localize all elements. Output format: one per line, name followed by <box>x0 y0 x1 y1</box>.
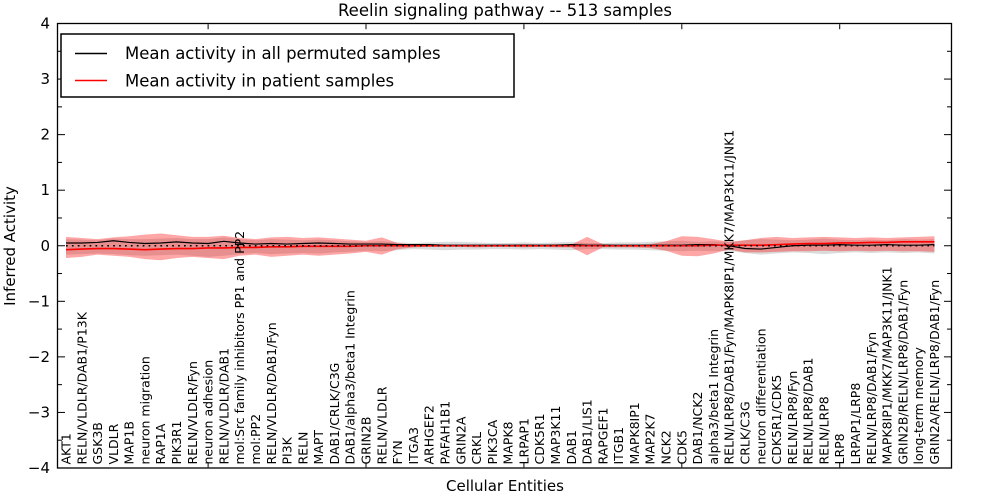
patient-mean-line <box>65 241 935 251</box>
y-tick-label: −2 <box>28 348 50 366</box>
x-tick-label: RELN <box>295 432 310 465</box>
x-tick-label: MAP1B <box>122 421 137 464</box>
x-tick-label: RAP1A <box>153 423 168 464</box>
x-tick-label: ITGA3 <box>406 427 421 465</box>
x-tick-label: DAB1/LIS1 <box>580 399 595 464</box>
x-tick-label: MAPT <box>311 430 326 465</box>
y-tick-label: 2 <box>40 126 50 144</box>
permuted-range-band <box>66 237 935 257</box>
x-tick-label: DAB1/CRLK/C3G <box>327 363 342 465</box>
x-tick-label: LRPAP1 <box>516 418 531 464</box>
legend-box <box>60 33 515 98</box>
x-tick-label: neuron differentiation <box>753 328 768 464</box>
x-tick-label: MAPK8IP1/MKK7/MAP3K11/JNK1 <box>880 266 895 464</box>
y-tick-labels: 4 3 2 1 0 −1 −2 −3 −4 <box>28 15 50 478</box>
x-tick-label: mol:Src family inhibitors PP1 and PP2 <box>232 231 247 465</box>
mean-lines <box>65 240 935 251</box>
x-tick-label: neuron migration <box>137 356 152 464</box>
x-tick-label: MAP2K7 <box>643 414 658 465</box>
x-tick-label: CDK5R1 <box>532 413 547 464</box>
patient-range-band <box>66 233 935 261</box>
x-tick-label: LRP8 <box>832 433 847 464</box>
x-tick-label: MAPK8 <box>501 421 516 464</box>
y-tick-label: 0 <box>40 237 50 255</box>
x-tick-label: RELN/LRP8/Fyn <box>785 371 800 465</box>
x-tick-label: RELN/VLDLR <box>374 386 389 464</box>
x-tick-label: RELN/VLDLR/DAB1 <box>216 348 231 465</box>
x-tick-label: RELN/VLDLR/DAB1/Fyn <box>264 322 279 464</box>
x-tick-label: VLDLR <box>106 423 121 464</box>
x-tick-label: DAB1 <box>564 430 579 465</box>
x-tick-label: CDK5 <box>674 430 689 465</box>
x-tick-label: RAPGEF1 <box>595 408 610 465</box>
x-tick-label: RELN/LRP8/DAB1/Fyn <box>864 332 879 465</box>
x-tick-label: PIK3R1 <box>169 420 184 464</box>
x-tick-label: long-term memory <box>911 347 926 465</box>
y-tick-label: −1 <box>28 292 50 310</box>
x-tick-label: alpha3/beta1 Integrin <box>706 329 721 465</box>
y-tick-label: 4 <box>40 15 50 33</box>
x-tick-label: CDK5R1/CDK5 <box>769 375 784 465</box>
x-tick-label: GRIN2A <box>453 416 468 464</box>
x-tick-label: GSK3B <box>90 422 105 464</box>
x-tick-label: RELN/LRP8 <box>816 396 831 464</box>
y-axis-label: Inferred Activity <box>1 186 19 306</box>
legend-entry-label: Mean activity in all permuted samples <box>125 44 441 63</box>
chart-title: Reelin signaling pathway -- 513 samples <box>338 1 672 20</box>
x-tick-label: FYN <box>390 440 405 464</box>
x-tick-label: LRPAP1/LRP8 <box>848 383 863 465</box>
y-tick-label: 3 <box>40 70 50 88</box>
x-tick-label: NCK2 <box>659 430 674 464</box>
x-tick-label: neuron adhesion <box>201 360 216 465</box>
x-tick-label: PAFAH1B1 <box>437 401 452 465</box>
y-tick-label: −3 <box>28 403 50 421</box>
x-tick-label: ITGB1 <box>611 427 626 465</box>
x-tick-label: RELN/LRP8/DAB1 <box>801 358 816 465</box>
x-tick-label: DAB1/NCK2 <box>690 392 705 465</box>
legend: Mean activity in all permuted samples Me… <box>60 33 515 98</box>
x-axis-label: Cellular Entities <box>446 477 564 495</box>
x-tick-label: PI3K <box>280 436 295 464</box>
x-tick-label: GRIN2A/RELN/LRP8/DAB1/Fyn <box>927 280 942 465</box>
x-tick-label: MAP3K11 <box>548 406 563 465</box>
confidence-bands <box>66 233 935 261</box>
x-tick-label: DAB1/alpha3/beta1 Integrin <box>343 290 358 464</box>
x-tick-label: mol:PP2 <box>248 414 263 465</box>
x-tick-label: MAPK8IP1 <box>627 402 642 464</box>
x-tick-label: CRKL <box>469 432 484 465</box>
x-tick-label: RELN/VLDLR/Fyn <box>185 361 200 464</box>
plot-area-border <box>56 22 953 469</box>
x-tick-label: GRIN2B <box>359 417 374 465</box>
x-tick-label: GRIN2B/RELN/LRP8/DAB1/Fyn <box>895 280 910 465</box>
x-tick-label: CRLK/C3G <box>737 401 752 464</box>
x-tick-label: RELN/LRP8/DAB1/Fyn/MAPK8IP1/MKK7/MAP3K11… <box>722 130 737 465</box>
x-tick-label: AKT1 <box>59 433 74 464</box>
x-tick-label: PIK3CA <box>485 419 500 464</box>
x-tick-label: ARHGEF2 <box>422 405 437 464</box>
x-tick-label: RELN/VLDLR/DAB1/P13K <box>74 311 89 464</box>
y-tick-label: −4 <box>28 459 50 477</box>
x-tick-labels: AKT1 RELN/VLDLR/DAB1/P13K GSK3B VLDLR MAP1B n… <box>59 130 942 465</box>
y-tick-label: 1 <box>40 181 50 199</box>
legend-entry-label: Mean activity in patient samples <box>125 72 394 91</box>
